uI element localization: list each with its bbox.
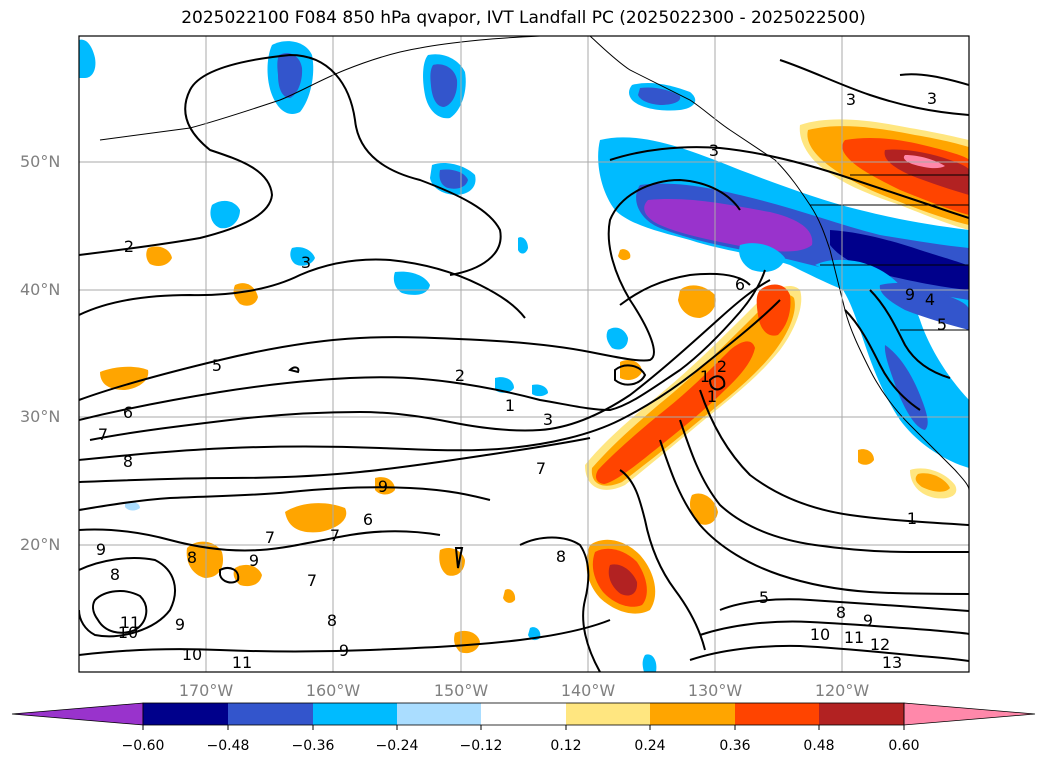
contour-label: 3: [709, 141, 719, 160]
colorbar-segment: [650, 703, 735, 725]
graticule: [79, 36, 969, 672]
colorbar-segment: [313, 703, 397, 725]
map-frame: [78, 35, 970, 673]
lon-label: 130°W: [687, 681, 743, 700]
colorbar-segment: [11, 702, 144, 726]
colorbar-tick-label: 0.60: [888, 738, 920, 754]
lat-label: 50°N: [20, 152, 61, 171]
lat-label: 40°N: [20, 280, 61, 299]
contour-label: 9: [175, 615, 185, 634]
map-title: 2025022100 F084 850 hPa qvapor, IVT Land…: [181, 8, 866, 28]
contour-label: 7: [307, 571, 317, 590]
lon-label: 170°W: [178, 681, 234, 700]
contour-label: 10: [810, 625, 830, 644]
colorbar-segment: [566, 703, 650, 725]
colorbar-segment: [397, 703, 481, 725]
lon-label: 140°W: [560, 681, 616, 700]
colorbar-segment: [903, 702, 1036, 726]
contour-label: 8: [836, 603, 846, 622]
colorbar-tick-label: −0.24: [375, 738, 419, 754]
colorbar-segment: [143, 703, 228, 725]
contour-label: 5: [212, 356, 222, 375]
map-plot-area: 3 3 3 3 2 2 1 3 6 5 6 7 8 9 7 7 6 7 9 9 …: [79, 36, 969, 672]
colorbar-tick-label: −0.36: [291, 738, 335, 754]
contour-label: 4: [925, 290, 935, 309]
contour-label: 2: [124, 237, 134, 256]
contour-label: 10: [182, 645, 202, 664]
negative-anomaly-shading: [79, 39, 969, 672]
contour-label: 8: [556, 547, 566, 566]
contour-label: 6: [123, 403, 133, 422]
contour-label: 7: [330, 526, 340, 545]
contour-label: 13: [882, 653, 902, 672]
contour-label: 11: [844, 628, 864, 647]
contour-label: 8: [187, 548, 197, 567]
colorbar-tick-label: 0.48: [803, 738, 835, 754]
contour-label: 6: [735, 275, 745, 294]
contour-label: 9: [863, 611, 873, 630]
contour-label: 9: [378, 477, 388, 496]
colorbar: [11, 702, 1036, 730]
contour-label: 5: [937, 315, 947, 334]
coastlines: [99, 36, 969, 491]
contour-label: 1: [707, 387, 717, 406]
contour-label: 1: [700, 367, 710, 386]
contour-label: 2: [717, 357, 727, 376]
lon-label: 160°W: [305, 681, 361, 700]
colorbar-tick-label: 0.24: [634, 738, 666, 754]
lon-label: 150°W: [433, 681, 489, 700]
contour-label: 2: [455, 366, 465, 385]
contour-label: 9: [249, 551, 259, 570]
contour-label: 10: [118, 623, 138, 642]
contour-label: 6: [363, 510, 373, 529]
contour-label: 5: [759, 588, 769, 607]
contour-label: 8: [327, 611, 337, 630]
colorbar-tick-label: −0.60: [121, 738, 165, 754]
colorbar-segment: [481, 703, 566, 725]
contour-label: 8: [123, 452, 133, 471]
contour-label: 3: [927, 89, 937, 108]
contour-label: 9: [96, 540, 106, 559]
colorbar-tick-label: −0.48: [206, 738, 250, 754]
contour-label: 9: [905, 285, 915, 304]
contour-label: 1: [907, 509, 917, 528]
lat-label: 30°N: [20, 407, 61, 426]
colorbar-tick-label: −0.12: [459, 738, 503, 754]
contour-label: 3: [543, 410, 553, 429]
contour-label: 9: [339, 641, 349, 660]
contour-label: 11: [232, 653, 252, 672]
ivt-contours: [79, 53, 969, 672]
ivt-contour-labels: 3 3 3 3 2 2 1 3 6 5 6 7 8 9 7 7 6 7 9 9 …: [96, 89, 947, 672]
colorbar-segment: [228, 703, 313, 725]
colorbar-segment: [819, 703, 904, 725]
contour-label: 3: [846, 90, 856, 109]
contour-label: 3: [301, 253, 311, 272]
contour-label: 7: [265, 528, 275, 547]
lon-label: 120°W: [814, 681, 870, 700]
contour-label: 7: [536, 459, 546, 478]
contour-label: 1: [505, 396, 515, 415]
contour-label: 7: [98, 425, 108, 444]
contour-label: 8: [110, 565, 120, 584]
contour-label: 11: [120, 613, 140, 632]
colorbar-tick-label: 0.12: [550, 738, 582, 754]
colorbar-segment: [735, 703, 819, 725]
colorbar-tick-label: 0.36: [719, 738, 751, 754]
lat-label: 20°N: [20, 535, 61, 554]
contour-label: 12: [870, 635, 890, 654]
